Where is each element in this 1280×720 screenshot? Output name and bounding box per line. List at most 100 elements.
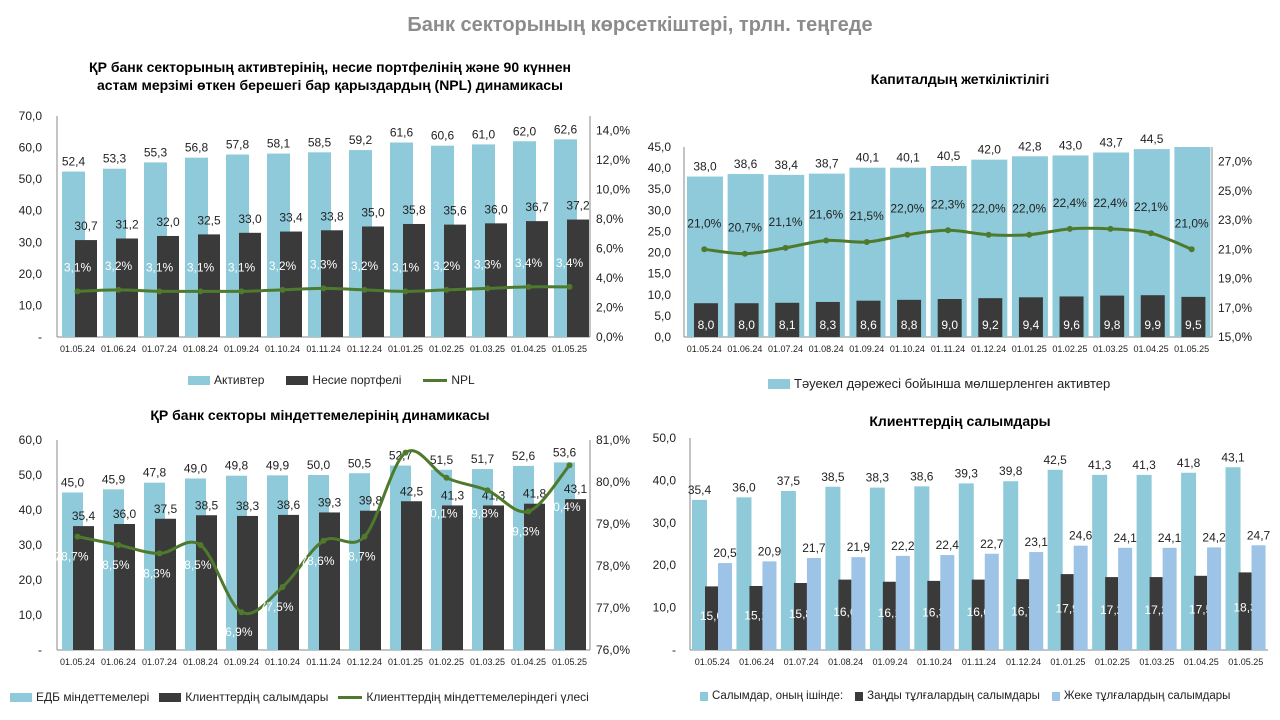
data-label: 9,9 [1144, 318, 1161, 332]
line-label: 22,3% [931, 197, 965, 211]
data-label: 24,7 [1247, 528, 1271, 542]
line-point [782, 244, 789, 251]
bar [806, 557, 821, 650]
y-tick-label: 40,0 [648, 161, 672, 175]
line-point [361, 533, 368, 540]
data-label: 41,3 [1132, 458, 1156, 472]
y-tick-label: 60,0 [19, 433, 43, 447]
data-label: 9,0 [941, 318, 958, 332]
x-tick-label: 01.06.24 [101, 657, 136, 667]
bar [978, 298, 1003, 337]
data-label: 8,0 [698, 318, 715, 332]
data-label: 36,0 [113, 507, 137, 521]
legend-swatch [700, 691, 708, 701]
data-label: 20,9 [758, 544, 782, 558]
y2-tick-label: 77,0% [596, 601, 630, 615]
data-label: 41,3 [1088, 458, 1112, 472]
x-tick-label: 01.08.24 [183, 344, 218, 354]
legend-label: Активтер [214, 373, 265, 387]
line-point [74, 288, 81, 295]
data-label: 36,7 [525, 200, 549, 214]
line-label: 3,3% [310, 257, 338, 271]
data-label: 52,4 [62, 155, 86, 169]
line-point [1026, 231, 1033, 238]
x-tick-label: 01.09.24 [224, 657, 259, 667]
bar [1060, 574, 1074, 650]
y-tick-label: 30,0 [19, 538, 43, 552]
x-tick-label: 01.06.24 [727, 344, 762, 354]
bar [157, 235, 179, 337]
x-tick-label: 01.03.25 [470, 344, 505, 354]
data-label: 38,6 [734, 157, 758, 171]
x-tick-label: 01.01.25 [388, 657, 423, 667]
data-label: 52,6 [512, 449, 536, 463]
line-point [863, 239, 870, 245]
y-tick-label: 5,0 [654, 309, 671, 323]
bar [775, 302, 800, 337]
x-tick-label: 01.07.24 [142, 344, 177, 354]
legend-label: Салымдар, оның ішінде: [712, 690, 844, 702]
legend-item-individuals: Жеке тұлғалардың салымдары [1051, 690, 1230, 702]
data-label: 24,6 [1069, 529, 1093, 543]
bar [403, 223, 425, 337]
data-label: 44,5 [1140, 132, 1164, 146]
data-label: 59,2 [349, 133, 373, 147]
data-label: 8,8 [901, 318, 918, 332]
data-label: 40,5 [937, 149, 961, 163]
y-tick-label: 60,0 [19, 141, 43, 155]
data-label: 33,8 [320, 209, 344, 223]
x-tick-label: 01.05.25 [552, 344, 587, 354]
bar [927, 580, 941, 650]
line-point [525, 508, 532, 515]
data-label: 47,8 [143, 466, 167, 480]
line-label: 80,1% [423, 506, 457, 520]
x-tick-label: 01.01.25 [1012, 344, 1047, 354]
data-label: 38,7 [815, 157, 839, 171]
bar [280, 231, 302, 337]
chart-2: 0,0 5,0 10,0 15,0 20,0 25,0 30,0 35,0 40,0 45,0 15… [648, 132, 1253, 354]
x-tick-label: 01.05.24 [60, 344, 95, 354]
data-label: 41,8 [1177, 456, 1201, 470]
legend-label: Заңды тұлғалардың салымдары [867, 690, 1040, 702]
data-label: 61,0 [472, 127, 496, 141]
line-point [197, 542, 204, 548]
x-tick-label: 01.05.24 [60, 657, 95, 667]
bar [239, 232, 261, 337]
line-point [74, 533, 81, 540]
data-label: 24,2 [1202, 530, 1226, 544]
bar [718, 563, 732, 650]
x-tick-label: 01.09.24 [873, 657, 908, 667]
y-tick-label: 35,0 [648, 182, 672, 196]
bar [1029, 552, 1044, 650]
bar [958, 483, 974, 650]
x-tick-label: 01.02.25 [429, 657, 464, 667]
y-tick-label: 50,0 [19, 172, 43, 186]
data-label: 43,7 [1099, 135, 1123, 149]
bar [237, 515, 258, 650]
x-tick-label: 01.05.25 [1174, 344, 1209, 354]
line-point [1107, 225, 1114, 232]
bar [444, 224, 466, 337]
legend-swatch [10, 692, 32, 702]
y2-tick-label: 27,0% [1218, 155, 1252, 169]
data-label: 15,8 [789, 607, 813, 621]
data-label: 33,4 [279, 211, 303, 225]
data-label: 9,2 [982, 318, 999, 332]
data-label: 45,9 [102, 472, 126, 486]
legend-item-rwa: Тәуекел дәрежесі бойынша мөлшерленген ак… [768, 376, 1110, 391]
line-point [197, 288, 204, 295]
data-label: 42,8 [1018, 139, 1042, 153]
x-tick-label: 01.08.24 [183, 657, 218, 667]
y-tick-label: 10,0 [648, 288, 672, 302]
data-label: 41,3 [441, 488, 465, 502]
bar [762, 561, 777, 650]
x-tick-label: 01.03.25 [470, 657, 505, 667]
chart-4-legend: Салымдар, оның ішінде: Заңды тұлғалардың… [700, 690, 1230, 702]
line-point [945, 227, 951, 234]
data-label: 30,7 [74, 219, 98, 233]
data-label: 16,1 [878, 606, 902, 620]
bar [914, 486, 930, 650]
line-point [115, 542, 122, 548]
data-label: 9,8 [1104, 318, 1121, 332]
data-label: 45,0 [61, 476, 85, 490]
